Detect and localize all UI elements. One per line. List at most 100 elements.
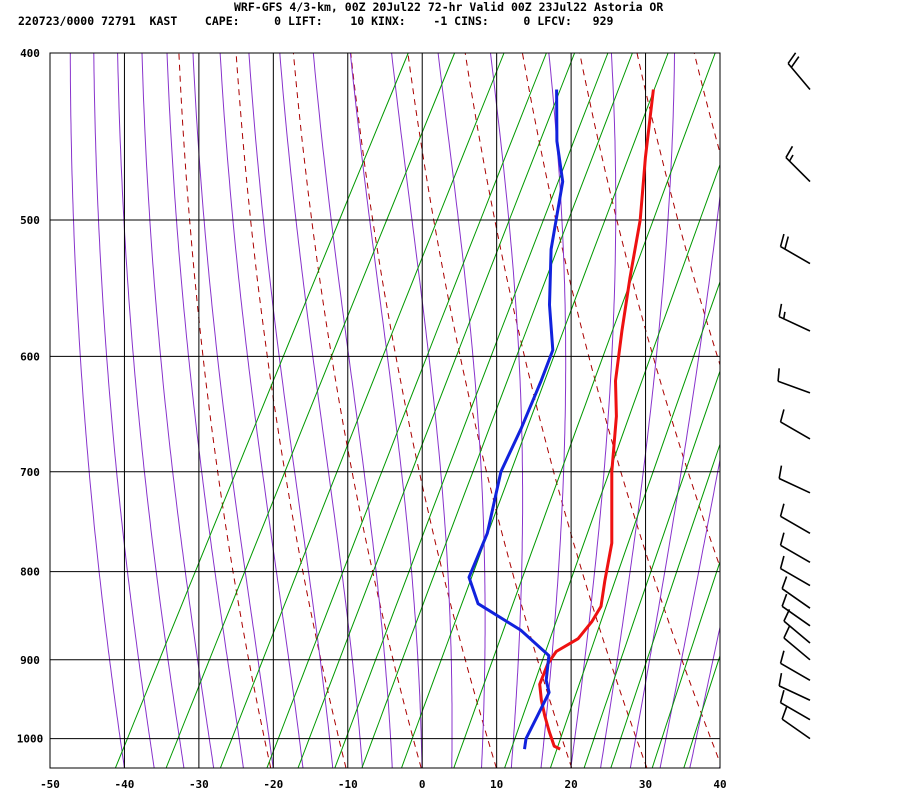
moist-adiabat <box>192 53 274 768</box>
mixing-ratio-line <box>683 654 720 768</box>
moist-adiabat <box>689 624 720 768</box>
y-tick-label: 600 <box>20 350 40 363</box>
mixing-ratio-line <box>334 53 609 768</box>
moist-adiabat <box>391 53 453 768</box>
barb-feather <box>778 465 783 479</box>
temperature-line <box>538 89 655 751</box>
barb-feather <box>779 555 785 569</box>
mixing-ratio-line <box>583 369 720 768</box>
mixing-ratio-line <box>651 560 720 768</box>
dry-adiabat <box>866 53 900 768</box>
mixing-ratio-line <box>165 53 456 768</box>
moist-adiabat <box>749 53 900 768</box>
dry-adiabat <box>235 53 347 768</box>
barb-staff <box>780 515 811 534</box>
barb-feather <box>779 233 785 247</box>
barb-feather <box>783 609 791 622</box>
station-stats-line: 220723/0000 72791 KAST CAPE: 0 LIFT: 10 … <box>18 14 614 28</box>
mixing-ratio-line <box>401 53 669 768</box>
background-guides <box>69 53 900 768</box>
moist-adiabat <box>248 53 334 768</box>
barb-feather <box>779 409 785 423</box>
wind-barb <box>779 650 811 682</box>
barb-staff <box>780 245 811 265</box>
moist-adiabat <box>570 53 617 768</box>
wind-barb <box>785 145 811 183</box>
y-tick-label: 800 <box>20 566 40 579</box>
mixing-ratio-line <box>297 53 576 768</box>
moist-adiabat <box>719 763 720 768</box>
moist-adiabat <box>166 53 244 768</box>
wind-barb <box>778 672 811 701</box>
moist-adiabat <box>117 53 185 768</box>
barb-feather <box>781 706 788 720</box>
wind-barb <box>781 706 811 740</box>
mixing-ratio-line <box>549 280 720 768</box>
barb-staff <box>780 702 811 721</box>
barb-feather <box>781 593 788 607</box>
barb-feather <box>783 625 791 639</box>
wind-barb <box>779 689 811 721</box>
x-tick-label: 10 <box>490 778 503 791</box>
dry-adiabat <box>464 53 648 768</box>
wind-barb <box>779 532 811 563</box>
wind-barb <box>787 52 811 91</box>
mixing-ratio-line <box>504 163 720 768</box>
barb-staff <box>777 380 811 394</box>
wind-barb <box>781 576 811 609</box>
wind-barb <box>777 368 811 394</box>
x-tick-label: 30 <box>639 778 652 791</box>
mixing-ratio-line <box>266 53 547 768</box>
barb-feather <box>779 532 785 546</box>
x-tick-label: -50 <box>40 778 60 791</box>
x-tick-label: 40 <box>713 778 726 791</box>
y-tick-label: 1000 <box>17 733 44 746</box>
barb-feather <box>779 689 785 703</box>
y-tick-label: 700 <box>20 466 40 479</box>
wind-barbs <box>777 52 811 740</box>
dry-adiabat <box>521 53 720 764</box>
plot-frame <box>49 52 721 769</box>
barb-staff <box>780 544 811 563</box>
sounding-series <box>467 89 655 751</box>
barb-feather <box>787 52 797 64</box>
plot-border <box>49 52 721 769</box>
y-tick-label: 400 <box>20 47 40 60</box>
barb-staff <box>781 605 811 627</box>
mixing-ratio-line <box>219 53 505 768</box>
barb-feather <box>777 368 780 382</box>
wind-barb <box>778 303 811 332</box>
dry-adiabat <box>407 53 573 768</box>
dry-adiabat <box>579 53 720 569</box>
moist-adiabat <box>69 53 125 768</box>
dry-adiabat <box>752 53 900 768</box>
wind-barb <box>779 555 811 587</box>
barb-half-feather <box>782 311 786 319</box>
y-axis-ticks: 400 500 600 700 800 900 1000 <box>17 47 44 746</box>
barb-staff <box>778 685 811 701</box>
mixing-ratio-line <box>453 53 716 768</box>
barb-half-feather <box>788 154 794 162</box>
mixing-ratio-line <box>361 53 633 768</box>
x-tick-label: 20 <box>564 778 577 791</box>
barb-feather <box>779 503 785 517</box>
barb-staff <box>781 588 811 609</box>
x-tick-label: -40 <box>115 778 135 791</box>
wind-barb <box>781 593 811 627</box>
moist-adiabat <box>600 53 675 768</box>
grid <box>49 52 721 768</box>
barb-staff <box>780 662 811 682</box>
barb-feather <box>785 145 794 158</box>
moist-adiabat <box>93 53 155 768</box>
barb-feather <box>778 672 783 687</box>
barb-staff <box>785 156 811 183</box>
moist-adiabat <box>279 53 363 768</box>
barb-feather <box>784 236 790 250</box>
wind-barb <box>783 625 811 661</box>
wind-barb <box>783 609 811 644</box>
x-tick-label: -10 <box>338 778 358 791</box>
x-tick-label: -30 <box>189 778 209 791</box>
barb-staff <box>778 315 811 332</box>
moist-adiabat <box>437 53 486 768</box>
